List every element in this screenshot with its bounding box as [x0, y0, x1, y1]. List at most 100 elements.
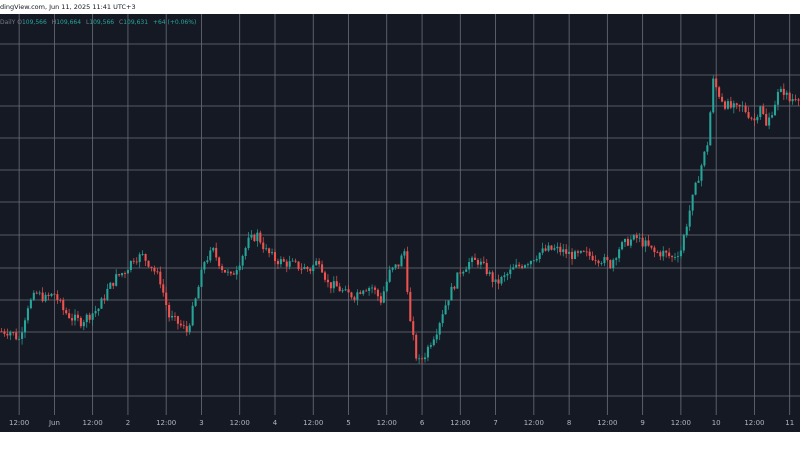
candle-body-168 [494, 279, 497, 282]
candle-body-108 [318, 261, 321, 265]
candle-body-220 [647, 240, 650, 246]
candle-body-39 [115, 274, 118, 286]
candle-body-19 [56, 294, 59, 301]
candle-body-262 [771, 115, 774, 118]
candle-body-91 [268, 248, 271, 254]
candle-body-166 [488, 272, 491, 275]
candle-body-31 [91, 313, 94, 320]
candle-body-221 [650, 245, 653, 248]
open-value: 109,566 [21, 19, 47, 26]
candle-body-195 [573, 251, 577, 259]
candle-body-142 [418, 358, 421, 360]
x-tick-label-21: 11 [785, 419, 794, 427]
candle-body-260 [765, 113, 768, 126]
candle-body-25 [73, 314, 77, 321]
candle-body-49 [144, 253, 147, 261]
candle-body-178 [523, 265, 527, 268]
candle-body-64 [188, 325, 191, 332]
vertical-gridlines [18, 14, 791, 415]
candle-body-79 [232, 273, 235, 275]
candle-body-3 [9, 332, 12, 336]
candle-body-172 [506, 274, 509, 276]
x-tick-label-5: 3 [199, 419, 203, 427]
candle-body-225 [662, 250, 665, 257]
candle-body-217 [638, 237, 641, 239]
x-tick-label-15: 8 [567, 419, 571, 427]
candle-body-10 [29, 299, 32, 309]
candle-body-104 [306, 266, 309, 270]
candle-body-98 [288, 261, 291, 267]
candle-body-135 [397, 264, 400, 267]
candle-body-202 [594, 260, 597, 261]
candle-body-186 [547, 245, 550, 251]
x-tick-label-16: 12:00 [597, 419, 617, 427]
candle-body-128 [376, 289, 379, 297]
candle-body-61 [179, 323, 182, 326]
price-chart[interactable]: 12:00 Jun 12:00 2 12:00 3 12:00 4 12:00 5 12:00 6 12… [0, 0, 800, 432]
candle-body-185 [544, 248, 547, 251]
candle-body-170 [500, 276, 503, 284]
candle-body-99 [291, 260, 294, 262]
high-value: 109,664 [56, 19, 82, 26]
candle-body-230 [676, 256, 679, 258]
candle-body-66 [194, 298, 197, 306]
x-tick-label-4: 12:00 [156, 419, 176, 427]
candle-body-145 [426, 346, 429, 358]
candle-body-71 [209, 250, 212, 261]
candle-body-214 [629, 239, 632, 246]
x-tick-label-10: 12:00 [377, 419, 397, 427]
candle-body-167 [491, 272, 494, 282]
candle-body-116 [341, 290, 344, 292]
candle-body-249 [732, 103, 735, 108]
candle-body-154 [453, 286, 456, 289]
candle-body-101 [297, 261, 300, 269]
candle-body-266 [782, 88, 785, 95]
candle-body-12 [35, 292, 38, 294]
candle-body-155 [456, 272, 459, 289]
candle-body-53 [156, 271, 159, 273]
candle-body-244 [718, 87, 721, 97]
x-tick-label-8: 12:00 [303, 419, 323, 427]
candle-body-240 [706, 145, 709, 152]
candle-body-73 [215, 247, 218, 258]
candle-body-140 [412, 321, 415, 335]
candle-body-177 [521, 266, 524, 268]
candle-body-239 [703, 151, 706, 166]
candle-body-7 [21, 332, 24, 339]
candle-body-245 [721, 96, 724, 102]
candle-body-232 [682, 235, 685, 251]
x-tick-label-17: 9 [640, 419, 644, 427]
candle-body-206 [606, 257, 609, 261]
candle-body-148 [435, 334, 438, 340]
candle-body-161 [473, 257, 477, 260]
candle-body-28 [82, 322, 85, 327]
candle-body-94 [276, 260, 279, 265]
candle-body-256 [753, 118, 756, 121]
candle-body-222 [653, 247, 656, 253]
candle-body-17 [50, 293, 53, 296]
candle-body-93 [273, 252, 277, 261]
candle-body-176 [518, 264, 521, 267]
candle-body-159 [468, 262, 471, 270]
candle-body-102 [300, 268, 303, 270]
candle-body-117 [344, 289, 347, 291]
candlestick-series [0, 74, 800, 364]
candle-body-197 [579, 250, 582, 253]
candle-body-112 [329, 282, 332, 289]
candle-body-189 [556, 246, 559, 249]
x-tick-label-20: 12:00 [744, 419, 764, 427]
candle-body-62 [182, 325, 185, 327]
chart-panel[interactable]: 12:00 Jun 12:00 2 12:00 3 12:00 4 12:00 5 12:00 6 12… [0, 0, 800, 432]
candle-body-44 [129, 260, 132, 271]
candle-body-118 [347, 289, 350, 293]
candle-body-175 [515, 264, 518, 268]
candle-body-75 [221, 266, 224, 270]
candle-body-86 [253, 234, 256, 242]
candle-body-198 [582, 250, 585, 252]
candle-body-125 [368, 288, 371, 291]
candle-body-226 [665, 250, 668, 253]
candle-body-109 [321, 264, 324, 273]
candle-body-80 [235, 270, 238, 275]
high-label: H [51, 19, 57, 26]
candle-body-6 [18, 338, 21, 340]
